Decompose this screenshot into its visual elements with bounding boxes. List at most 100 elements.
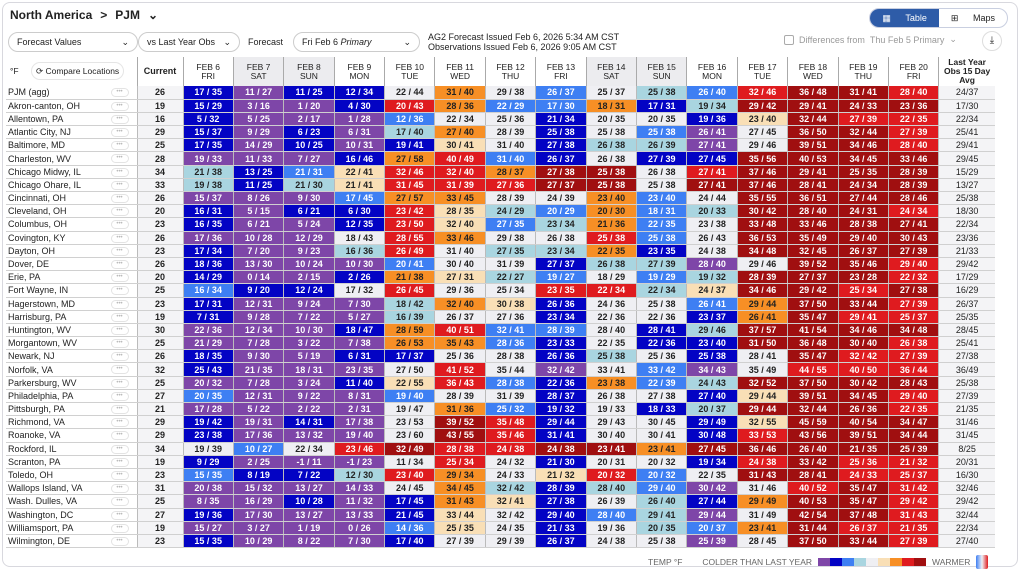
location-name[interactable]: Norfolk, VA ••• — [6, 362, 137, 377]
more-options-icon[interactable]: ••• — [110, 114, 129, 124]
table-row[interactable]: Cincinnati, OH ••• 26 15 / 37 8 / 26 9 / 30 17… — [6, 191, 995, 206]
table-row[interactable]: Hagerstown, MD ••• 23 17 / 31 12 / 31 9 / 24 7… — [6, 297, 995, 311]
location-name[interactable]: Newark, NJ ••• — [6, 349, 137, 364]
table-row[interactable]: Newark, NJ ••• 26 18 / 35 9 / 30 5 / 19 6 / 31… — [6, 349, 995, 364]
location-name[interactable]: Erie, PA ••• — [6, 270, 137, 285]
location-name[interactable]: Harrisburg, PA ••• — [6, 310, 137, 324]
table-row[interactable]: Dayton, OH ••• 23 17 / 34 7 / 20 9 / 23 16 / 3… — [6, 244, 995, 258]
location-name[interactable]: Wash. Dulles, VA ••• — [6, 494, 137, 509]
table-row[interactable]: Philadelphia, PA ••• 27 20 / 35 12 / 31 9 / 2… — [6, 389, 995, 404]
location-name[interactable]: Atlantic City, NJ ••• — [6, 125, 137, 140]
table-row[interactable]: Baltimore, MD ••• 25 17 / 35 14 / 29 10 / 25 1… — [6, 138, 995, 153]
table-row[interactable]: Chicago Midwy, IL ••• 34 21 / 38 13 / 25 21 /… — [6, 165, 995, 179]
more-options-icon[interactable]: ••• — [110, 523, 129, 533]
chevron-down-icon[interactable]: ⌄ — [147, 8, 159, 22]
table-row[interactable]: Roanoke, VA ••• 29 23 / 38 17 / 36 13 / 32 19 … — [6, 428, 995, 443]
table-row[interactable]: Williamsport, PA ••• 19 15 / 27 3 / 27 1 / 19… — [6, 521, 995, 535]
location-name[interactable]: Pittsburgh, PA ••• — [6, 402, 137, 417]
more-options-icon[interactable]: ••• — [110, 484, 129, 494]
more-options-icon[interactable]: ••• — [110, 180, 129, 190]
table-row[interactable]: Norfolk, VA ••• 32 25 / 43 21 / 35 18 / 31 23 … — [6, 362, 995, 377]
table-row[interactable]: Washington, DC ••• 27 19 / 36 17 / 30 13 / 27… — [6, 508, 995, 522]
differences-toggle[interactable]: Differences from Thu Feb 5 Primary ⌄ — [784, 34, 957, 45]
location-name[interactable]: Huntington, WV ••• — [6, 323, 137, 338]
more-options-icon[interactable]: ••• — [110, 128, 129, 138]
table-row[interactable]: Parkersburg, WV ••• 25 20 / 32 7 / 28 3 / 24 1… — [6, 376, 995, 390]
more-options-icon[interactable]: ••• — [110, 510, 129, 520]
more-options-icon[interactable]: ••• — [110, 339, 129, 349]
more-options-icon[interactable]: ••• — [110, 88, 129, 97]
more-options-icon[interactable]: ••• — [110, 246, 129, 256]
location-name[interactable]: Washington, DC ••• — [6, 508, 137, 522]
table-row[interactable]: Harrisburg, PA ••• 19 7 / 31 9 / 28 7 / 22 5 /… — [6, 310, 995, 324]
table-row[interactable]: Erie, PA ••• 20 14 / 29 0 / 14 2 / 15 2 / 26 21… — [6, 270, 995, 285]
location-name[interactable]: Dover, DE ••• — [6, 257, 137, 272]
location-name[interactable]: Scranton, PA ••• — [6, 455, 137, 469]
table-row[interactable]: Columbus, OH ••• 23 16 / 35 6 / 21 5 / 24 12 /… — [6, 217, 995, 232]
table-row[interactable]: Scranton, PA ••• 19 9 / 29 2 / 25 -1 / 11 -1 /… — [6, 455, 995, 469]
more-options-icon[interactable]: ••• — [110, 233, 129, 243]
more-options-icon[interactable]: ••• — [110, 378, 129, 388]
more-options-icon[interactable]: ••• — [110, 141, 129, 151]
more-options-icon[interactable]: ••• — [110, 365, 129, 375]
differences-from-select[interactable]: Thu Feb 5 Primary — [869, 34, 945, 45]
table-row[interactable]: Chicago Ohare, IL ••• 33 19 / 38 11 / 25 21 /… — [6, 178, 995, 193]
more-options-icon[interactable]: ••• — [110, 470, 129, 480]
table-row[interactable]: Cleveland, OH ••• 20 16 / 31 5 / 15 6 / 21 6 /… — [6, 204, 995, 219]
location-name[interactable]: PJM (agg) ••• — [6, 86, 137, 100]
location-name[interactable]: Wilmington, DE ••• — [6, 534, 137, 549]
breadcrumb-region[interactable]: North America — [10, 8, 93, 22]
location-name[interactable]: Baltimore, MD ••• — [6, 138, 137, 153]
more-options-icon[interactable]: ••• — [110, 312, 129, 322]
table-row[interactable]: Wash. Dulles, VA ••• 25 8 / 35 16 / 29 10 / 2… — [6, 494, 995, 509]
location-name[interactable]: Hagerstown, MD ••• — [6, 297, 137, 311]
location-name[interactable]: Wallops Island, VA ••• — [6, 481, 137, 496]
breadcrumb-market[interactable]: PJM — [115, 8, 140, 22]
more-options-icon[interactable]: ••• — [110, 418, 129, 428]
location-name[interactable]: Parkersburg, WV ••• — [6, 376, 137, 390]
more-options-icon[interactable]: ••• — [110, 431, 129, 441]
table-row[interactable]: Toledo, OH ••• 23 15 / 35 8 / 19 7 / 22 12 / 3… — [6, 468, 995, 483]
location-name[interactable]: Richmond, VA ••• — [6, 415, 137, 430]
location-name[interactable]: Morgantown, WV ••• — [6, 336, 137, 351]
more-options-icon[interactable]: ••• — [110, 286, 129, 296]
table-row[interactable]: Wallops Island, VA ••• 31 20 / 38 15 / 32 13 … — [6, 481, 995, 496]
more-options-icon[interactable]: ••• — [110, 220, 129, 230]
table-row[interactable]: Covington, KY ••• 26 17 / 36 10 / 28 12 / 29 1… — [6, 231, 995, 245]
location-name[interactable]: Akron-canton, OH ••• — [6, 99, 137, 113]
more-options-icon[interactable]: ••• — [110, 405, 129, 414]
compare-select[interactable]: vs Last Year Obs ⌄ — [138, 32, 240, 52]
more-options-icon[interactable]: ••• — [110, 299, 129, 309]
table-row[interactable]: Atlantic City, NJ ••• 29 15 / 37 9 / 29 6 / 2… — [6, 125, 995, 140]
table-row[interactable]: Allentown, PA ••• 16 5 / 32 5 / 25 2 / 17 1 / … — [6, 112, 995, 127]
table-row[interactable]: Morgantown, WV ••• 25 21 / 29 7 / 28 3 / 22 7 … — [6, 336, 995, 351]
more-options-icon[interactable]: ••• — [110, 101, 129, 111]
location-name[interactable]: Williamsport, PA ••• — [6, 521, 137, 535]
more-options-icon[interactable]: ••• — [110, 457, 129, 467]
location-name[interactable]: Roanoke, VA ••• — [6, 428, 137, 443]
more-options-icon[interactable]: ••• — [110, 167, 129, 177]
location-name[interactable]: Cleveland, OH ••• — [6, 204, 137, 219]
values-select[interactable]: Forecast Values ⌄ — [8, 32, 138, 52]
more-options-icon[interactable]: ••• — [110, 497, 129, 507]
forecast-select[interactable]: Fri Feb 6 Primary ⌄ — [293, 32, 420, 52]
differences-checkbox[interactable] — [784, 34, 794, 45]
location-name[interactable]: Columbus, OH ••• — [6, 217, 137, 232]
location-name[interactable]: Toledo, OH ••• — [6, 468, 137, 483]
table-row[interactable]: Rockford, IL ••• 34 19 / 39 10 / 27 22 / 34 23… — [6, 442, 995, 456]
location-name[interactable]: Fort Wayne, IN ••• — [6, 283, 137, 298]
more-options-icon[interactable]: ••• — [110, 194, 129, 203]
table-row[interactable]: Huntington, WV ••• 30 22 / 36 12 / 34 10 / 30… — [6, 323, 995, 338]
more-options-icon[interactable]: ••• — [110, 325, 129, 335]
table-row[interactable]: Charleston, WV ••• 28 19 / 33 11 / 33 7 / 27 1… — [6, 151, 995, 166]
location-name[interactable]: Rockford, IL ••• — [6, 442, 137, 456]
table-view-button[interactable]: ▦ Table — [870, 9, 939, 27]
location-name[interactable]: Chicago Midwy, IL ••• — [6, 165, 137, 179]
table-row[interactable]: Wilmington, DE ••• 23 15 / 35 10 / 29 8 / 22 7… — [6, 534, 995, 549]
location-name[interactable]: Dayton, OH ••• — [6, 244, 137, 258]
location-name[interactable]: Cincinnati, OH ••• — [6, 191, 137, 206]
more-options-icon[interactable]: ••• — [110, 207, 129, 217]
palette-icon[interactable] — [976, 555, 989, 569]
location-name[interactable]: Allentown, PA ••• — [6, 112, 137, 127]
location-name[interactable]: Chicago Ohare, IL ••• — [6, 178, 137, 193]
